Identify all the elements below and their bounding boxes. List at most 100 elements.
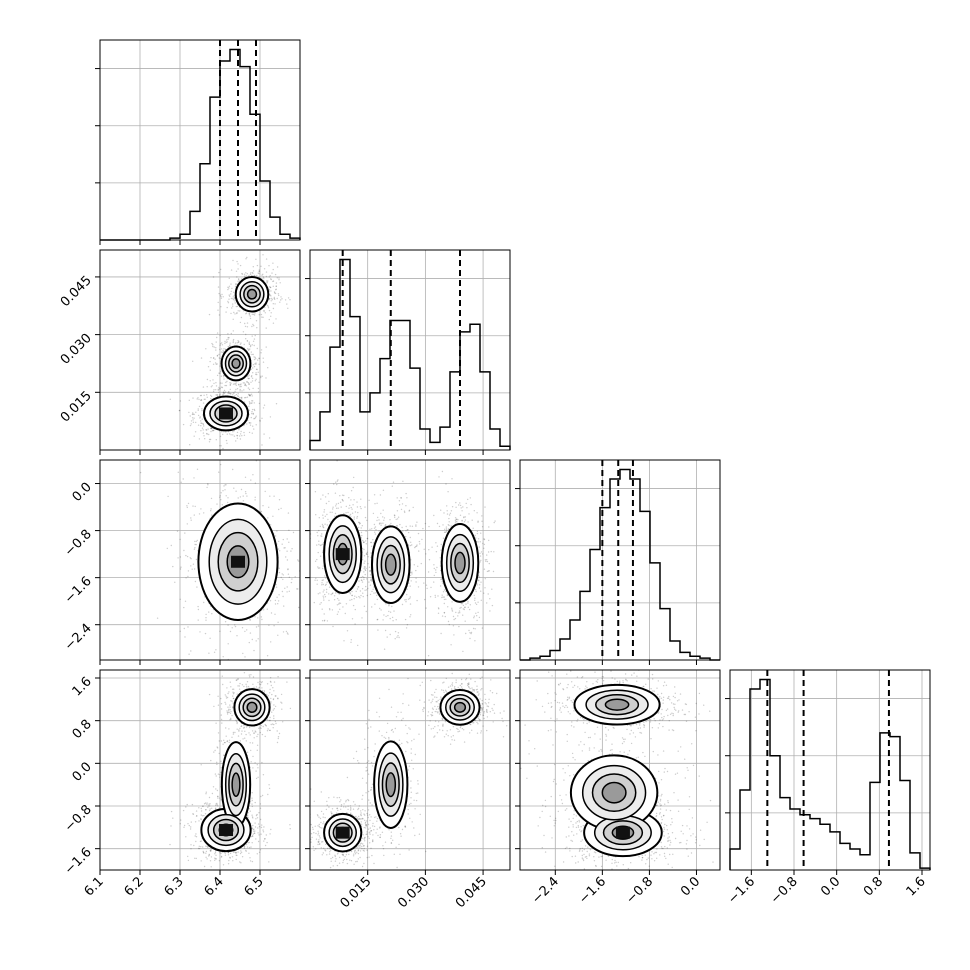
sample-point	[228, 728, 230, 730]
sample-point	[324, 523, 326, 525]
sample-point	[252, 323, 254, 326]
x-tick-label: −1.6	[725, 874, 758, 907]
sample-point	[281, 573, 283, 575]
sample-point	[281, 708, 283, 710]
sample-point	[212, 390, 215, 393]
sample-point	[411, 571, 413, 573]
sample-point	[307, 558, 308, 559]
sample-point	[363, 566, 366, 568]
sample-point	[253, 325, 255, 327]
sample-point	[439, 557, 441, 559]
sample-point	[275, 695, 277, 697]
sample-point	[404, 618, 407, 621]
sample-point	[246, 681, 249, 683]
sample-point	[405, 627, 408, 629]
sample-point	[202, 423, 204, 425]
sample-point	[269, 719, 271, 722]
x-tick-label: 0.0	[818, 874, 843, 899]
sample-point	[224, 694, 226, 696]
sample-point	[251, 412, 253, 415]
axes-frame	[309, 249, 511, 451]
sample-point	[477, 611, 479, 614]
sample-point	[213, 651, 216, 653]
sample-point	[221, 431, 223, 433]
sample-point	[252, 270, 255, 272]
sample-point	[328, 599, 330, 602]
sample-point	[481, 520, 483, 522]
sample-point	[210, 357, 212, 359]
sample-point	[405, 505, 407, 507]
sample-point	[479, 552, 481, 554]
sample-point	[222, 351, 224, 354]
sample-point	[369, 593, 372, 596]
sample-point	[371, 590, 373, 593]
sample-point	[252, 683, 254, 685]
sample-point	[256, 368, 258, 371]
sample-point	[266, 693, 268, 696]
sample-point	[278, 508, 280, 511]
sample-point	[234, 313, 236, 315]
sample-point	[199, 840, 202, 843]
sample-point	[349, 514, 351, 517]
sample-point	[206, 433, 208, 435]
sample-point	[227, 501, 229, 504]
sample-point	[417, 532, 420, 535]
sample-point	[226, 442, 228, 444]
sample-point	[232, 383, 235, 385]
sample-point	[288, 576, 291, 578]
sample-point	[483, 568, 486, 570]
sample-point	[218, 314, 221, 316]
sample-point	[249, 345, 252, 348]
sample-point	[221, 293, 223, 296]
sample-point	[352, 486, 354, 489]
sample-point	[202, 432, 205, 434]
sample-point	[255, 626, 258, 628]
sample-point	[248, 641, 250, 644]
sample-point	[223, 391, 225, 393]
sample-point	[229, 384, 232, 386]
sample-point	[440, 509, 442, 511]
sample-point	[228, 391, 230, 393]
sample-point	[251, 638, 253, 641]
sample-point	[461, 603, 463, 605]
sample-point	[366, 578, 368, 580]
sample-point	[172, 817, 174, 819]
sample-point	[326, 513, 328, 516]
sample-point	[425, 607, 427, 609]
sample-point	[228, 711, 230, 713]
sample-point	[451, 609, 453, 611]
sample-point	[404, 511, 406, 514]
sample-point	[245, 258, 247, 260]
sample-point	[229, 295, 231, 297]
sample-point	[336, 604, 339, 606]
sample-point	[232, 297, 234, 300]
sample-point	[349, 592, 351, 594]
sample-point	[220, 855, 223, 858]
sample-point	[217, 732, 220, 734]
sample-point	[449, 512, 452, 514]
sample-point	[219, 463, 222, 466]
sample-point	[270, 315, 272, 317]
sample-point	[255, 368, 258, 370]
sample-point	[239, 386, 241, 388]
sample-point	[239, 433, 242, 435]
sample-point	[435, 551, 438, 553]
sample-point	[252, 387, 254, 390]
sample-point	[253, 275, 255, 277]
sample-point	[249, 800, 252, 803]
sample-point	[386, 636, 388, 638]
sample-point	[197, 424, 200, 426]
sample-point	[215, 394, 217, 396]
sample-point	[247, 393, 250, 396]
sample-point	[290, 550, 292, 552]
sample-point	[397, 635, 399, 637]
sample-point	[442, 524, 444, 526]
sample-point	[354, 595, 356, 597]
sample-point	[204, 632, 207, 635]
sample-point	[425, 553, 427, 555]
sample-point	[225, 431, 227, 433]
sample-point	[271, 297, 273, 300]
sample-point	[240, 278, 243, 280]
sample-point	[478, 580, 480, 582]
sample-point	[279, 301, 281, 303]
